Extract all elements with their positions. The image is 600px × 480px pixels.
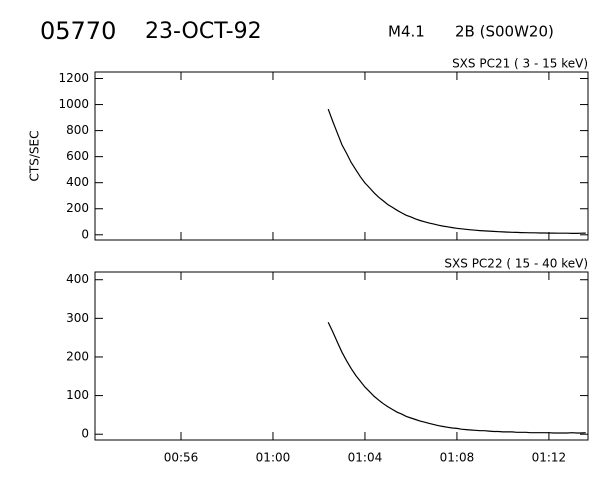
y-tick-label: 200 [66, 349, 89, 363]
x-tick-label: 00:56 [164, 451, 199, 465]
y-tick-label: 1000 [58, 97, 89, 111]
y-tick-label: 400 [66, 175, 89, 189]
plot-frame [94, 71, 589, 241]
y-tick-label: 400 [66, 272, 89, 286]
y-tick-label: 0 [81, 227, 89, 241]
y-tick-label: 600 [66, 149, 89, 163]
flare-class: M4.1 [388, 23, 425, 41]
y-tick-label: 0 [81, 427, 89, 441]
event-date: 23-OCT-92 [145, 19, 262, 44]
optical-class: 2B (S00W20) [455, 23, 554, 41]
event-number: 05770 [40, 17, 116, 45]
plot-frame [94, 271, 589, 441]
panel-title: SXS PC22 ( 15 - 40 keV) [444, 257, 588, 271]
x-tick-label: 01:08 [440, 451, 475, 465]
x-tick-label: 01:04 [348, 451, 383, 465]
y-tick-label: 1200 [58, 71, 89, 85]
y-tick-label: 300 [66, 311, 89, 325]
data-line [327, 321, 586, 434]
y-tick-label: 200 [66, 201, 89, 215]
y-tick-label: 800 [66, 123, 89, 137]
x-tick-label: 01:12 [532, 451, 567, 465]
data-line [327, 108, 586, 234]
x-tick-label: 01:00 [256, 451, 291, 465]
panel-title: SXS PC21 ( 3 - 15 keV) [452, 57, 588, 71]
y-tick-label: 100 [66, 388, 89, 402]
y-axis-label: CTS/SEC [28, 131, 42, 182]
